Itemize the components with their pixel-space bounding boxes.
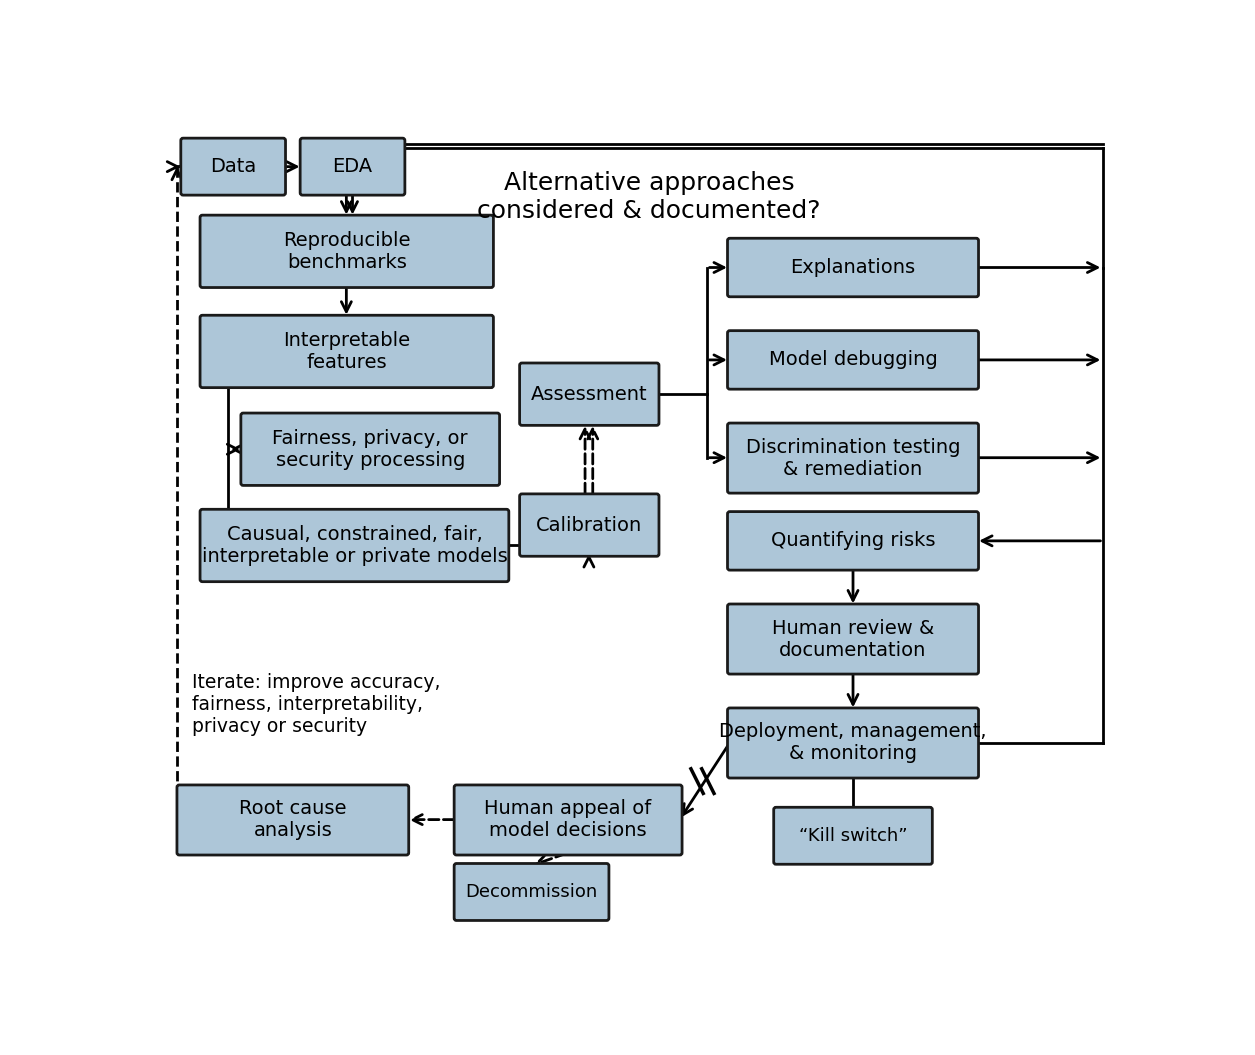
FancyBboxPatch shape <box>181 138 286 195</box>
Text: Discrimination testing
& remediation: Discrimination testing & remediation <box>745 438 960 479</box>
Text: Iterate: improve accuracy,
fairness, interpretability,
privacy or security: Iterate: improve accuracy, fairness, int… <box>192 673 441 736</box>
Text: Root cause
analysis: Root cause analysis <box>240 800 346 841</box>
FancyBboxPatch shape <box>728 423 979 493</box>
Text: Fairness, privacy, or
security processing: Fairness, privacy, or security processin… <box>272 428 468 469</box>
FancyBboxPatch shape <box>728 512 979 570</box>
FancyBboxPatch shape <box>520 363 659 425</box>
Text: Deployment, management,
& monitoring: Deployment, management, & monitoring <box>719 723 986 764</box>
Text: Model debugging: Model debugging <box>768 350 937 369</box>
FancyBboxPatch shape <box>200 510 508 581</box>
Text: EDA: EDA <box>333 157 373 176</box>
Text: Human appeal of
model decisions: Human appeal of model decisions <box>484 800 651 841</box>
FancyBboxPatch shape <box>200 315 493 387</box>
FancyBboxPatch shape <box>728 238 979 296</box>
Text: Data: Data <box>210 157 256 176</box>
FancyBboxPatch shape <box>728 605 979 674</box>
Text: Causual, constrained, fair,
interpretable or private models: Causual, constrained, fair, interpretabl… <box>202 525 507 565</box>
FancyBboxPatch shape <box>177 785 409 855</box>
Text: Interpretable
features: Interpretable features <box>284 331 410 372</box>
Text: Quantifying risks: Quantifying risks <box>771 532 935 551</box>
FancyBboxPatch shape <box>728 330 979 389</box>
FancyBboxPatch shape <box>454 785 681 855</box>
FancyBboxPatch shape <box>520 494 659 556</box>
FancyBboxPatch shape <box>454 863 609 920</box>
FancyBboxPatch shape <box>728 708 979 778</box>
Text: Alternative approaches
considered & documented?: Alternative approaches considered & docu… <box>477 171 821 223</box>
Text: Assessment: Assessment <box>531 385 648 404</box>
Text: Decommission: Decommission <box>466 883 597 901</box>
FancyBboxPatch shape <box>200 215 493 288</box>
Text: Calibration: Calibration <box>536 516 643 535</box>
Text: “Kill switch”: “Kill switch” <box>798 827 907 845</box>
FancyBboxPatch shape <box>241 414 499 485</box>
FancyBboxPatch shape <box>300 138 405 195</box>
FancyBboxPatch shape <box>773 807 932 864</box>
Text: Explanations: Explanations <box>791 258 916 277</box>
Text: Human review &
documentation: Human review & documentation <box>772 618 934 659</box>
Text: Reproducible
benchmarks: Reproducible benchmarks <box>282 231 410 272</box>
